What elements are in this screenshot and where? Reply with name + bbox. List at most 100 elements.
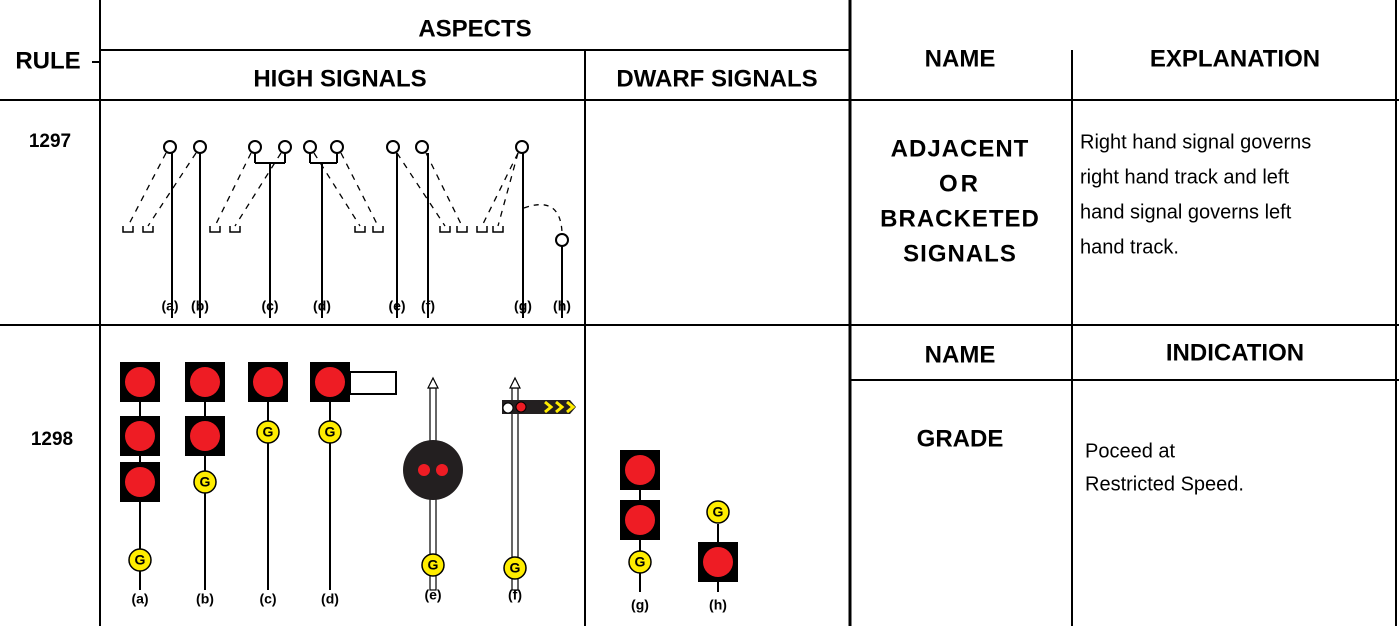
signal-label: (a) — [131, 591, 148, 607]
dashed-arc — [523, 204, 563, 233]
signal-label: (g) — [631, 597, 649, 613]
yellow-lamp — [628, 550, 652, 574]
signal-label: (c) — [261, 298, 278, 314]
track-mark — [456, 226, 468, 233]
signal-label: (b) — [196, 591, 214, 607]
line-art — [396, 152, 446, 227]
signal-head — [330, 140, 344, 154]
yellow-lamp — [128, 548, 152, 572]
yellow-lamp — [256, 420, 280, 444]
yellow-lamp — [193, 470, 217, 494]
rule-number: 1298 — [31, 429, 73, 450]
signal-label: (h) — [553, 298, 571, 314]
line-art — [313, 152, 361, 227]
red-lamp — [253, 367, 283, 397]
explanation-text: hand track. — [1080, 236, 1179, 258]
signal-label: (a) — [161, 298, 178, 314]
line-art — [340, 152, 379, 227]
track-mark — [229, 226, 241, 233]
lamp-letter: G — [200, 474, 211, 490]
signal-label: (h) — [709, 597, 727, 613]
signal-head — [163, 140, 177, 154]
red-lamp — [190, 367, 220, 397]
signal-head — [248, 140, 262, 154]
explanation-text: Right hand signal governs — [1080, 131, 1311, 153]
white-board — [349, 371, 397, 395]
red-lamp — [125, 467, 155, 497]
yellow-lamp — [318, 420, 342, 444]
signal-name: GRADE — [917, 425, 1004, 452]
mast-tip — [509, 376, 521, 389]
red-lamp — [436, 464, 448, 476]
line-art — [425, 152, 463, 227]
line-art — [127, 152, 167, 227]
red-lamp — [625, 455, 655, 485]
track-mark — [476, 226, 488, 233]
high-signals-header: HIGH SIGNALS — [253, 65, 426, 92]
track-mark — [492, 226, 504, 233]
lamp-letter: G — [428, 557, 439, 573]
signal-head — [515, 140, 529, 154]
signal-label: (e) — [388, 298, 405, 314]
signal-head — [386, 140, 400, 154]
explanation-text: hand signal governs left — [1080, 201, 1292, 223]
red-lamp — [190, 421, 220, 451]
line-art — [214, 152, 252, 227]
lamp-letter: G — [135, 552, 146, 568]
explanation-header: EXPLANATION — [1150, 45, 1320, 72]
indication-text: Poceed at — [1085, 440, 1176, 462]
yellow-lamp — [503, 556, 527, 580]
explanation-text: right hand track and left — [1080, 166, 1289, 188]
yellow-lamp — [706, 500, 730, 524]
spectacle-white — [502, 402, 514, 414]
rule-number: 1297 — [29, 131, 71, 152]
lamp-letter: G — [510, 560, 521, 576]
red-lamp — [315, 367, 345, 397]
line-art — [481, 152, 519, 227]
indication-text: Restricted Speed. — [1085, 473, 1244, 495]
red-lamp — [703, 547, 733, 577]
signal-label: (c) — [259, 591, 276, 607]
signal-label: (e) — [424, 587, 441, 603]
name-subheader: NAME — [925, 341, 996, 368]
red-lamp — [418, 464, 430, 476]
line-art — [497, 152, 519, 227]
signal-name: ADJACENT — [891, 135, 1030, 162]
track-mark — [209, 226, 221, 233]
dwarf-signals-header: DWARF SIGNALS — [616, 65, 817, 92]
lamp-letter: G — [325, 424, 336, 440]
signal-label: (b) — [191, 298, 209, 314]
name-header: NAME — [925, 45, 996, 72]
line-art — [234, 152, 282, 227]
signal-label: (f) — [421, 298, 435, 314]
red-lamp — [125, 421, 155, 451]
signal-label: (f) — [508, 587, 522, 603]
target-disc — [403, 440, 463, 500]
signal-head — [193, 140, 207, 154]
arm-chevron — [544, 400, 554, 414]
track-mark — [122, 226, 134, 233]
indication-subheader: INDICATION — [1166, 339, 1304, 366]
lamp-letter: G — [713, 504, 724, 520]
spectacle-red — [515, 401, 527, 413]
mast-tip — [427, 376, 439, 389]
line-art — [147, 152, 197, 227]
signal-head — [555, 233, 569, 247]
lamp-letter: G — [263, 424, 274, 440]
signal-label: (d) — [321, 591, 339, 607]
yellow-lamp — [421, 553, 445, 577]
red-lamp — [125, 367, 155, 397]
aspects-header: ASPECTS — [418, 15, 531, 42]
signal-head — [415, 140, 429, 154]
lamp-letter: G — [635, 554, 646, 570]
rule-header: RULE — [15, 47, 80, 74]
signal-head — [303, 140, 317, 154]
arm-chevron — [555, 400, 565, 414]
track-mark — [439, 226, 451, 233]
track-mark — [142, 226, 154, 233]
red-lamp — [625, 505, 655, 535]
signal-label: (d) — [313, 298, 331, 314]
